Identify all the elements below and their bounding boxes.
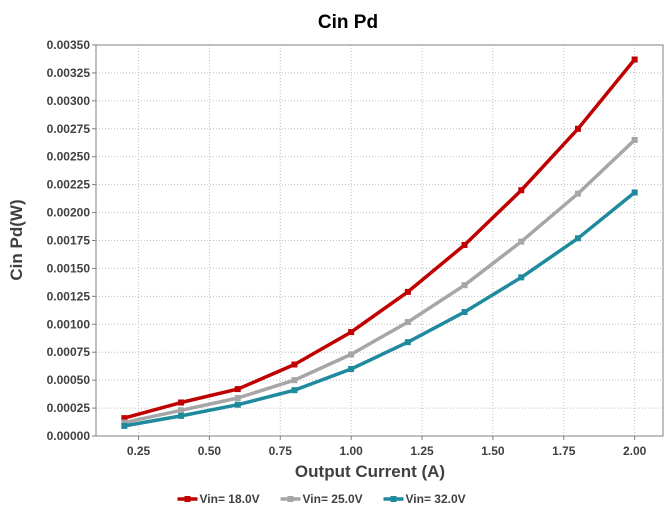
data-point [461,241,468,248]
y-tick-label: 0.00300 [47,94,91,108]
series-1 [121,56,638,422]
data-point [461,308,468,315]
series-line [122,190,637,428]
x-tick-label: 1.75 [552,444,576,458]
grid [96,44,663,436]
y-axis-title: Cin Pd(W) [7,199,26,280]
data-point [404,339,411,346]
data-point [178,399,185,406]
data-point [291,361,298,368]
data-point [461,282,468,289]
x-axis-title: Output Current (A) [295,462,445,481]
data-point [178,407,185,414]
legend-swatch-marker [287,496,294,502]
y-tick-label: 0.00250 [47,150,91,164]
data-point [574,190,581,197]
data-point [121,422,128,429]
data-point [291,387,298,394]
x-tick-label: 1.50 [481,444,505,458]
series-line [122,138,637,425]
x-tick-label: 1.25 [410,444,434,458]
legend-swatch-marker [390,496,397,502]
data-point [518,187,525,194]
data-point [631,136,638,143]
data-point [631,56,638,63]
data-point [121,415,128,422]
data-point [518,238,525,245]
data-point [348,351,355,358]
legend-item: Vin= 18.0V [177,492,260,506]
series-2 [121,136,638,426]
legend-label: Vin= 32.0V [406,492,466,506]
legend-swatch-marker [184,496,191,502]
y-tick-label: 0.00325 [47,66,91,80]
x-tick-label: 0.25 [127,444,151,458]
y-tick-label: 0.00150 [47,261,91,275]
series-group [121,56,638,429]
data-point [178,412,185,419]
y-tick-label: 0.00125 [47,289,91,303]
chart-title: Cin Pd [318,12,378,33]
y-tick-label: 0.00200 [47,206,91,220]
legend-label: Vin= 18.0V [200,492,260,506]
y-tick-label: 0.00100 [47,317,91,331]
data-point [234,386,241,393]
data-point [631,189,638,196]
data-point [518,274,525,281]
y-axis-ticks: 0.00000 0.00025 0.00050 0.00075 0.00100 0.001… [47,38,96,443]
data-point [234,395,241,402]
legend: Vin= 18.0V Vin= 25.0V Vin= 32.0V [177,492,466,506]
x-tick-label: 2.00 [623,444,647,458]
data-point [404,319,411,326]
series-line [122,57,637,420]
data-point [234,401,241,408]
x-tick-label: 1.00 [339,444,363,458]
x-axis-ticks: 0.25 0.50 0.75 1.00 1.25 1.50 1.75 2.00 [127,436,647,458]
y-tick-label: 0.00175 [47,234,91,248]
x-tick-label: 0.75 [269,444,293,458]
y-tick-label: 0.00050 [47,373,91,387]
legend-item: Vin= 32.0V [383,492,466,506]
y-tick-label: 0.00350 [47,38,91,52]
y-tick-label: 0.00075 [47,345,91,359]
data-point [348,329,355,336]
data-point [574,125,581,132]
legend-item: Vin= 25.0V [280,492,363,506]
y-tick-label: 0.00225 [47,178,91,192]
data-point [291,377,298,384]
data-point [404,288,411,295]
y-tick-label: 0.00000 [47,429,91,443]
data-point [348,365,355,372]
y-tick-label: 0.00275 [47,122,91,136]
data-point [121,419,128,426]
legend-label: Vin= 25.0V [303,492,363,506]
series-3 [121,189,638,429]
x-tick-label: 0.50 [198,444,222,458]
y-tick-label: 0.00025 [47,401,91,415]
data-point [574,235,581,242]
